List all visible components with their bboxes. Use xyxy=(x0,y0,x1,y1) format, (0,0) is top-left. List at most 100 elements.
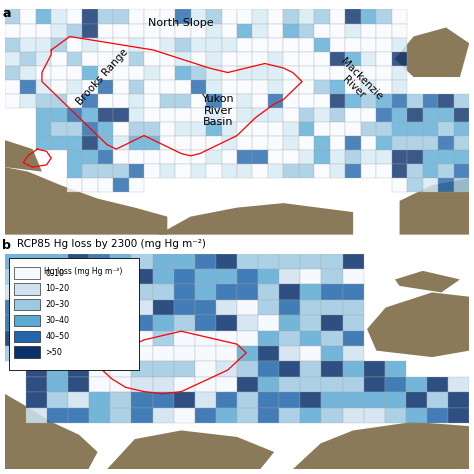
Bar xyxy=(20,66,36,80)
Bar xyxy=(36,80,51,94)
Bar xyxy=(216,315,237,331)
Bar xyxy=(89,269,110,284)
Bar xyxy=(314,52,330,66)
Bar xyxy=(314,136,330,150)
Bar xyxy=(385,361,406,377)
Bar xyxy=(438,122,454,136)
Bar xyxy=(113,150,128,164)
Bar xyxy=(5,24,20,37)
Bar xyxy=(423,122,438,136)
Bar xyxy=(237,315,258,331)
Bar xyxy=(423,164,438,178)
Bar xyxy=(175,52,191,66)
Bar xyxy=(20,80,36,94)
Bar xyxy=(131,392,153,408)
Bar xyxy=(346,80,361,94)
Bar xyxy=(173,284,195,300)
Bar xyxy=(175,150,191,164)
Bar xyxy=(279,331,301,346)
Bar xyxy=(131,331,153,346)
Bar xyxy=(191,108,206,122)
Bar xyxy=(153,269,173,284)
Bar xyxy=(423,178,438,192)
Bar xyxy=(128,164,144,178)
Bar xyxy=(36,66,51,80)
Bar xyxy=(82,178,98,192)
Bar xyxy=(448,377,469,392)
Bar xyxy=(113,94,128,108)
Bar xyxy=(160,37,175,52)
Bar xyxy=(98,122,113,136)
Bar xyxy=(144,94,160,108)
Bar xyxy=(454,178,469,192)
Bar xyxy=(221,24,237,37)
Bar xyxy=(144,122,160,136)
Bar xyxy=(237,80,253,94)
Bar xyxy=(253,66,268,80)
Bar xyxy=(82,164,98,178)
Bar xyxy=(82,52,98,66)
Bar xyxy=(153,331,173,346)
Bar xyxy=(82,150,98,164)
Bar xyxy=(268,37,283,52)
Bar xyxy=(423,108,438,122)
Bar xyxy=(144,164,160,178)
Bar xyxy=(175,94,191,108)
Bar xyxy=(191,80,206,94)
Bar xyxy=(206,108,221,122)
Bar xyxy=(406,408,427,423)
Bar xyxy=(361,136,376,150)
Bar xyxy=(392,94,407,108)
Bar xyxy=(343,377,364,392)
Bar xyxy=(110,346,131,361)
Bar xyxy=(376,66,392,80)
Bar xyxy=(407,164,423,178)
Bar xyxy=(47,300,68,315)
Bar xyxy=(361,94,376,108)
Bar xyxy=(301,300,321,315)
Bar xyxy=(191,122,206,136)
Bar xyxy=(36,52,51,66)
Bar xyxy=(51,108,67,122)
Bar xyxy=(346,94,361,108)
Bar xyxy=(89,331,110,346)
Bar xyxy=(191,52,206,66)
Bar xyxy=(51,122,67,136)
Bar xyxy=(346,122,361,136)
Bar xyxy=(237,150,253,164)
Bar xyxy=(98,136,113,150)
Bar xyxy=(173,300,195,315)
Bar xyxy=(427,377,448,392)
Bar xyxy=(216,269,237,284)
Bar xyxy=(221,66,237,80)
Bar xyxy=(321,284,343,300)
Bar xyxy=(346,150,361,164)
Bar xyxy=(195,300,216,315)
Bar xyxy=(14,346,39,358)
Bar xyxy=(438,94,454,108)
Bar xyxy=(191,9,206,24)
Bar xyxy=(454,94,469,108)
Bar xyxy=(314,108,330,122)
Bar xyxy=(26,377,47,392)
Bar xyxy=(299,136,314,150)
Bar xyxy=(26,361,47,377)
Bar xyxy=(221,164,237,178)
Bar xyxy=(321,392,343,408)
Bar xyxy=(160,9,175,24)
Bar xyxy=(153,392,173,408)
Bar xyxy=(47,284,68,300)
Bar xyxy=(206,9,221,24)
Bar xyxy=(438,178,454,192)
Bar xyxy=(237,392,258,408)
Bar xyxy=(258,361,279,377)
Bar xyxy=(20,37,36,52)
Text: >50: >50 xyxy=(45,347,62,356)
Bar xyxy=(191,24,206,37)
Bar xyxy=(346,136,361,150)
Bar xyxy=(89,377,110,392)
Bar xyxy=(314,80,330,94)
Bar xyxy=(89,254,110,269)
Bar xyxy=(283,24,299,37)
Bar xyxy=(160,80,175,94)
